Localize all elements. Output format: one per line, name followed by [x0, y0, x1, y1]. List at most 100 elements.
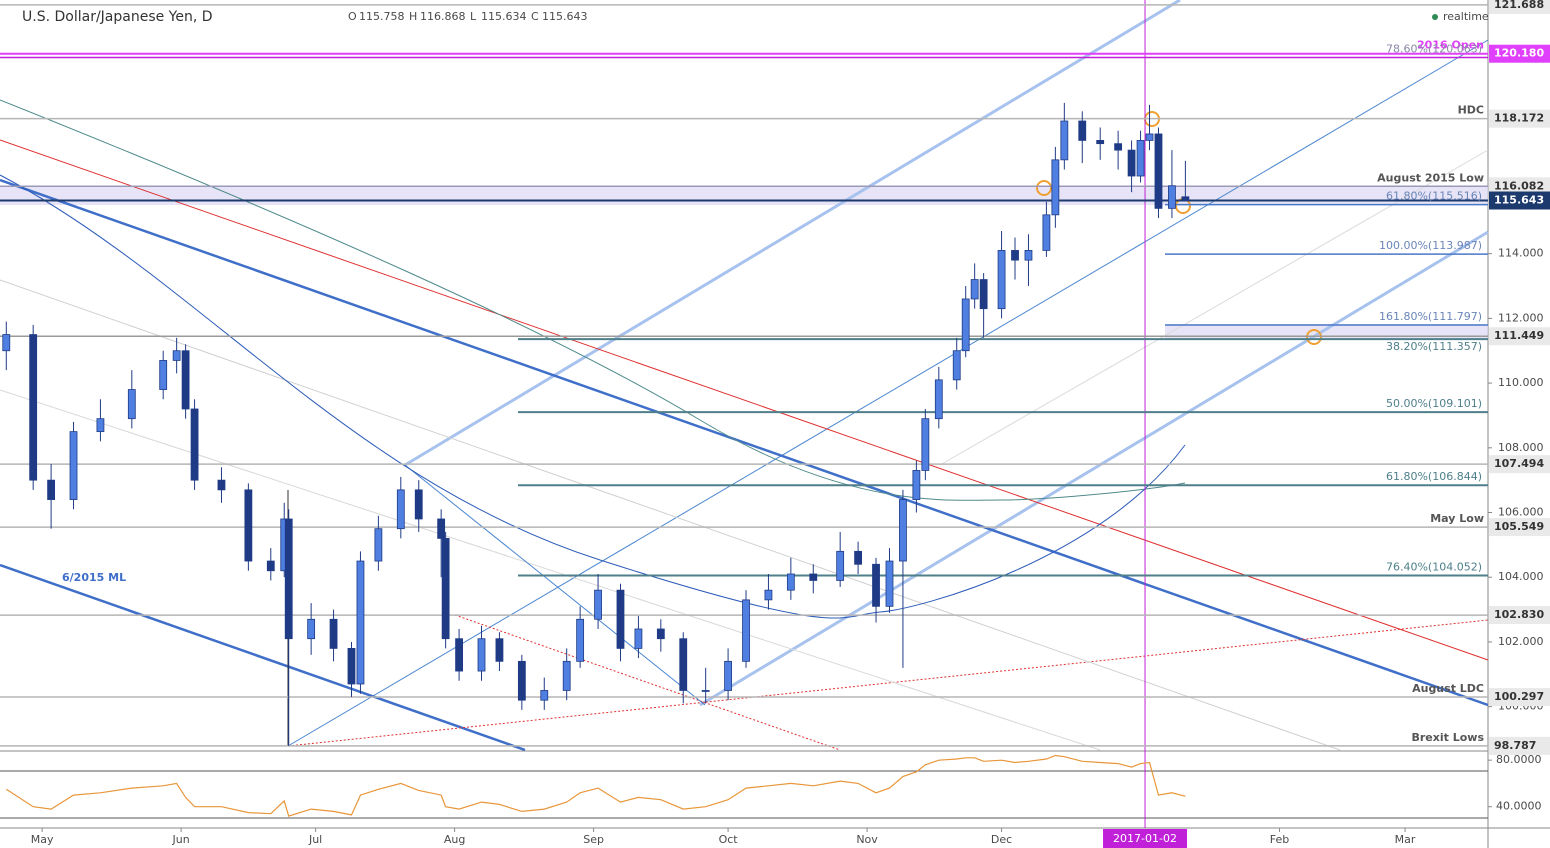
trend-line [0, 389, 1101, 751]
x-tick-label: Feb [1270, 833, 1289, 846]
channel-label: 6/2015 ML [62, 571, 126, 584]
price-box [1489, 327, 1550, 346]
candle-body [217, 479, 226, 491]
fib-extension-label: 161.80%(111.797) [1379, 310, 1482, 323]
trend-line [0, 279, 1341, 751]
candle-body [1011, 250, 1019, 261]
status: realtime [1443, 10, 1489, 23]
x-tick-label: Aug [444, 833, 465, 846]
x-tick-label: May [31, 833, 54, 846]
trend-line [404, 464, 706, 706]
legend-key: O [348, 10, 357, 23]
candle-body [495, 638, 504, 662]
candle-body [284, 518, 293, 640]
y-tick-label: 108.000 [1498, 441, 1544, 454]
rsi-tick-label: 80.0000 [1496, 753, 1542, 766]
x-tick-label: Dec [991, 833, 1012, 846]
level-name: HDC [1458, 104, 1484, 117]
legend-key: L [470, 10, 477, 23]
trend-line [0, 563, 526, 752]
y-tick-label: 114.000 [1498, 247, 1544, 260]
candle-body [266, 560, 275, 572]
channel-line [699, 230, 1489, 707]
candle-body [594, 589, 602, 620]
price-label: 115.643 [1494, 194, 1544, 207]
candle-body [1114, 143, 1123, 151]
x-tick-label: Jun [172, 833, 190, 846]
candle-body [952, 350, 961, 381]
markers [1036, 111, 1322, 345]
price-label: 116.082 [1494, 179, 1544, 192]
fib-extension-label: 100.00%(113.987) [1379, 239, 1482, 252]
candle-body [616, 589, 625, 649]
candle-body [872, 563, 880, 607]
candle-body [2, 334, 11, 352]
candle-body [517, 660, 526, 701]
candle-body [786, 573, 795, 591]
channel-line [404, 0, 1181, 467]
level-name: August LDC [1412, 682, 1484, 695]
status-dot [1432, 14, 1438, 20]
price-label: 118.172 [1494, 112, 1544, 125]
candle-body [921, 418, 930, 471]
y-tick-label: 110.000 [1498, 376, 1544, 389]
legend-value: 115.758 [359, 10, 405, 23]
candle-body [1181, 196, 1190, 201]
x-tick-label: Mar [1395, 833, 1416, 846]
zone [1165, 324, 1488, 340]
candle-body [414, 489, 423, 520]
x-tick-label: Oct [719, 833, 739, 846]
candle-body [854, 550, 862, 565]
candle-body [1154, 133, 1163, 209]
price-label: 111.449 [1494, 329, 1544, 342]
y-tick-label: 104.000 [1498, 570, 1544, 583]
candle-body [1060, 120, 1069, 161]
level-name: 2016 Open [1417, 39, 1484, 52]
x-tick-label: Jul [308, 833, 322, 846]
candle-body [742, 599, 750, 662]
level-name: Brexit Lows [1412, 731, 1485, 744]
price-axis-bg [1488, 0, 1550, 848]
legend-key: C [531, 10, 539, 23]
candle-body [809, 573, 818, 581]
legend-key: H [409, 10, 417, 23]
candle-body [885, 560, 894, 607]
candle-body [970, 279, 979, 300]
y-tick-label: 112.000 [1498, 311, 1544, 324]
trend-line [287, 619, 1489, 747]
fib-label: 76.40%(104.052) [1386, 561, 1482, 574]
candle-body [181, 350, 190, 410]
price-box [1489, 688, 1550, 707]
fib-extension-label: 61.80%(115.516) [1386, 190, 1482, 203]
price-box [1489, 455, 1550, 474]
price-label: 100.297 [1494, 690, 1544, 703]
candle-body [1096, 140, 1105, 145]
marker [1306, 329, 1322, 345]
candle-body [374, 528, 383, 562]
candle-body [1024, 250, 1033, 261]
legend-value: 115.634 [481, 10, 527, 23]
price-box [1489, 109, 1550, 128]
y-tick-label: 106.000 [1498, 506, 1544, 519]
candle-body [1168, 185, 1176, 209]
price-box [1489, 44, 1550, 63]
candle-body [899, 499, 907, 562]
level-name: August 2015 Low [1377, 171, 1484, 184]
candle-body [836, 550, 845, 581]
candle-body [912, 470, 921, 500]
candle-body [576, 618, 585, 662]
candle-body [634, 628, 643, 649]
legend-value: 116.868 [420, 10, 466, 23]
candle-body [307, 618, 316, 640]
fib-label: 38.20%(111.357) [1386, 340, 1482, 353]
trend-line [454, 614, 841, 751]
fib-label: 50.00%(109.101) [1386, 397, 1482, 410]
chart-title: U.S. Dollar/Japanese Yen, D [22, 9, 213, 25]
price-box [1489, 0, 1550, 14]
legend-value: 115.643 [542, 10, 588, 23]
x-tick-label: Sep [583, 833, 604, 846]
rsi-tick-label: 40.0000 [1496, 800, 1542, 813]
candle-body [679, 638, 688, 691]
trend-line [287, 39, 1489, 747]
